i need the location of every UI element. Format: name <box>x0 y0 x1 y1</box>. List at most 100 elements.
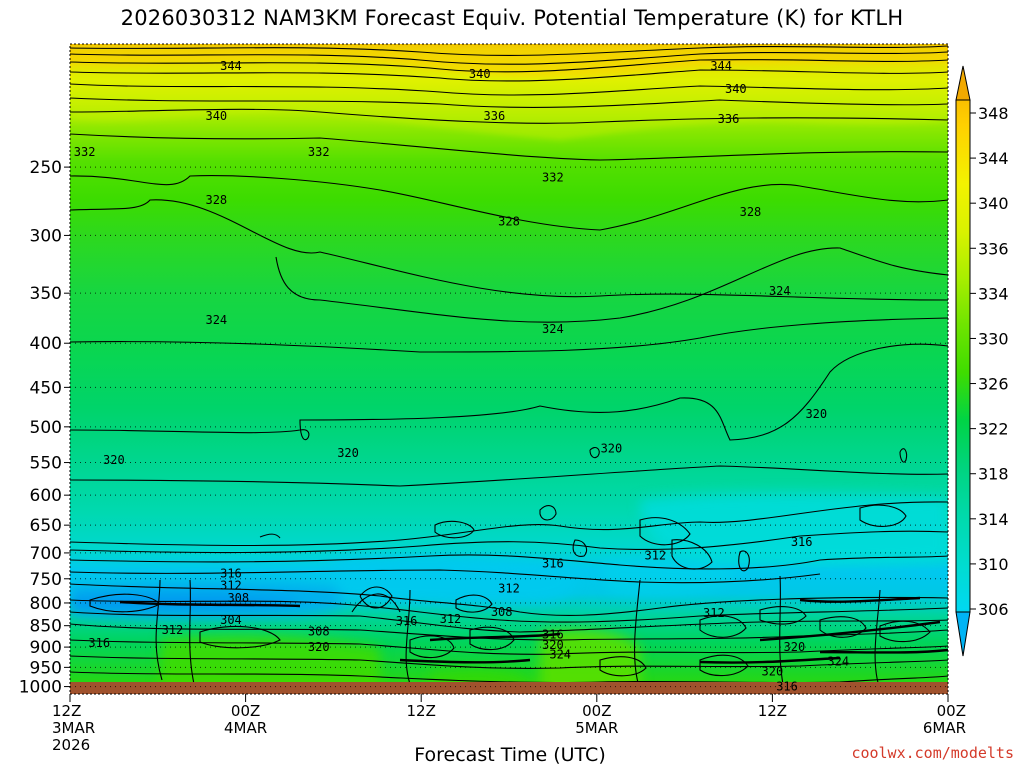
contour-label: 320 <box>542 638 564 652</box>
y-tick-label: 400 <box>30 334 62 354</box>
credit-text: coolwx.com/modelts <box>851 744 1014 762</box>
contour-label: 328 <box>740 205 762 219</box>
contour-label: 316 <box>776 680 798 694</box>
plot-area <box>70 44 948 694</box>
contour-label: 320 <box>601 442 623 456</box>
contour-label: 316 <box>88 636 110 650</box>
y-tick-label: 450 <box>30 378 62 398</box>
contour-label: 316 <box>220 567 242 581</box>
y-tick-label: 600 <box>30 486 62 506</box>
contour-label: 328 <box>205 193 227 207</box>
contour-label: 332 <box>542 170 564 184</box>
contour-labels: 344 340 344 340 340 336 336 332 332 332 328 328 328 3… <box>74 59 849 694</box>
contour-label: 320 <box>308 640 330 654</box>
x-tick-label: 00Z <box>231 702 260 720</box>
intense-gradient-lines <box>119 596 948 664</box>
contour-label: 332 <box>308 145 330 159</box>
colorbar-tick-label: 318 <box>978 465 1009 484</box>
contour-label: 324 <box>769 284 791 298</box>
colorbar-tick-label: 306 <box>978 600 1009 619</box>
contour-label: 304 <box>220 613 242 627</box>
colorbar-tick-label: 348 <box>978 104 1009 123</box>
contour-label: 312 <box>644 549 666 563</box>
colorbar-tick-label: 314 <box>978 510 1009 529</box>
x-tick-label: 2026 <box>52 736 90 754</box>
x-tick-label: 00Z <box>937 702 966 720</box>
contour-label: 316 <box>791 535 813 549</box>
y-tick-label: 350 <box>30 284 62 304</box>
contour-label: 316 <box>542 627 564 641</box>
contour-label: 336 <box>484 109 506 123</box>
contour-label: 328 <box>498 214 520 228</box>
y-tick-label: 500 <box>30 418 62 438</box>
x-tick-label: 00Z <box>582 702 611 720</box>
y-tick-label: 300 <box>30 226 62 246</box>
y-tick-label: 900 <box>30 638 62 658</box>
colorbar-tick-label: 334 <box>978 284 1009 303</box>
contour-label: 324 <box>205 313 227 327</box>
x-tick-label: 5MAR <box>575 719 618 737</box>
contour-label: 324 <box>542 322 564 336</box>
y-tick-label: 650 <box>30 516 62 536</box>
upper-level-undulations <box>70 44 948 140</box>
colorbar-tick-label: 326 <box>978 375 1009 394</box>
x-tick-label: 3MAR <box>52 719 95 737</box>
contour-label: 336 <box>718 112 740 126</box>
y-tick-label: 950 <box>30 658 62 678</box>
contour-label: 344 <box>710 59 732 73</box>
contour-label: 320 <box>337 446 359 460</box>
colorbar-tick-label: 330 <box>978 329 1009 348</box>
contour-label: 308 <box>227 591 249 605</box>
contour-label: 340 <box>469 67 491 81</box>
contour-label: 340 <box>725 82 747 96</box>
contour-label: 312 <box>498 582 520 596</box>
contour-label: 316 <box>396 614 418 628</box>
colorbar: 348 344 340 336 334 330 326 322 318 314 310 306 <box>955 65 1009 657</box>
x-tick-label: 12Z <box>52 702 81 720</box>
y-tick-label: 850 <box>30 617 62 637</box>
x-tick-label: 12Z <box>407 702 436 720</box>
contour-label: 316 <box>542 556 564 570</box>
surface-band <box>70 682 948 694</box>
x-tick-label: 6MAR <box>923 719 966 737</box>
contour-label: 320 <box>762 664 784 678</box>
contour-label: 312 <box>703 606 725 620</box>
contour-label: 344 <box>220 59 242 73</box>
contour-label: 340 <box>205 109 227 123</box>
x-tick-label: 12Z <box>758 702 787 720</box>
y-tick-label: 550 <box>30 454 62 474</box>
contour-label: 320 <box>103 453 125 467</box>
contour-label: 308 <box>308 624 330 638</box>
y-tick-label: 1000 <box>19 678 62 698</box>
colorbar-top-arrow <box>955 65 971 101</box>
surface-moist-pockets <box>160 629 640 694</box>
y-tick-label: 700 <box>30 544 62 564</box>
colorbar-tick-label: 322 <box>978 420 1009 439</box>
chart-title: 2026030312 NAM3KM Forecast Equiv. Potent… <box>120 6 904 30</box>
contour-label: 312 <box>162 623 184 637</box>
colorbar-bottom-arrow <box>955 611 971 657</box>
contour-label: 308 <box>491 605 513 619</box>
contour-lines <box>70 45 948 691</box>
y-tick-label: 250 <box>30 158 62 178</box>
x-axis-title: Forecast Time (UTC) <box>414 744 606 766</box>
colorbar-tick-label: 310 <box>978 555 1009 574</box>
colorbar-tick-label: 336 <box>978 239 1009 258</box>
colorbar-tick-label: 340 <box>978 194 1009 213</box>
y-ticks: 2503003504004505005506006507007508008509… <box>19 158 70 698</box>
contour-label: 312 <box>220 579 242 593</box>
contour-label: 332 <box>74 145 96 159</box>
contour-label: 324 <box>827 654 849 668</box>
y-tick-label: 750 <box>30 570 62 590</box>
contour-label: 320 <box>784 640 806 654</box>
colorbar-ticks: 348 344 340 336 334 330 326 322 318 314 310 306 <box>970 104 1009 619</box>
contour-label: 324 <box>549 648 571 662</box>
y-tick-label: 800 <box>30 594 62 614</box>
colorbar-body <box>955 99 971 613</box>
contour-label: 312 <box>440 612 462 626</box>
x-tick-label: 4MAR <box>224 719 267 737</box>
colorbar-tick-label: 344 <box>978 149 1009 168</box>
contour-label: 320 <box>805 407 827 421</box>
